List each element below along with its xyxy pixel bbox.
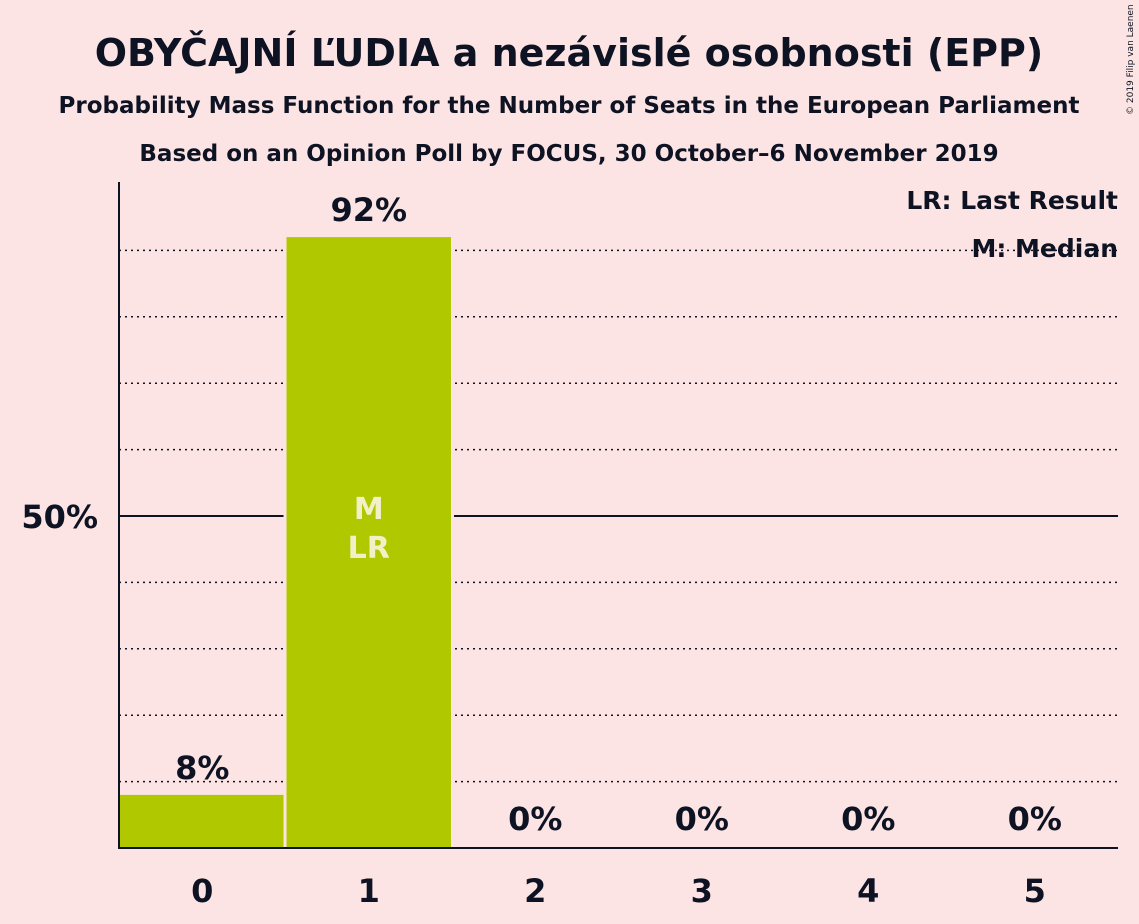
credit-text: © 2019 Filip van Laenen: [1126, 4, 1136, 115]
gridlines: [119, 249, 1118, 783]
x-tick-label: 0: [191, 872, 213, 910]
bar-1: [286, 237, 451, 848]
last-result-marker: LR: [348, 531, 390, 566]
y-tick-labels: 50%: [21, 498, 98, 536]
bar-0: [120, 794, 285, 848]
data-label: 0%: [841, 800, 895, 838]
legend-last-result: LR: Last Result: [906, 186, 1118, 215]
x-tick-label: 5: [1024, 872, 1046, 910]
chart-subtitle-source: Based on an Opinion Poll by FOCUS, 30 Oc…: [139, 141, 998, 167]
data-label: 0%: [675, 800, 729, 838]
chart-subtitle: Probability Mass Function for the Number…: [59, 93, 1080, 119]
data-label: 0%: [1008, 800, 1062, 838]
median-marker: M: [354, 492, 384, 527]
chart-title: OBYČAJNÍ ĽUDIA a nezávislé osobnosti (EP…: [95, 31, 1044, 75]
data-label: 92%: [330, 191, 407, 229]
x-tick-label: 2: [524, 872, 546, 910]
data-label: 0%: [508, 800, 562, 838]
data-label: 8%: [175, 749, 229, 787]
x-tick-label: 4: [857, 872, 879, 910]
data-labels: 8% 92% 0% 0% 0% 0% M LR: [175, 191, 1062, 838]
y-tick-label: 50%: [21, 498, 98, 536]
x-tick-label: 1: [358, 872, 380, 910]
x-tick-label: 3: [691, 872, 713, 910]
legend-median: M: Median: [971, 234, 1118, 263]
bars: [117, 235, 454, 848]
x-tick-labels: 0 1 2 3 4 5: [191, 872, 1046, 910]
